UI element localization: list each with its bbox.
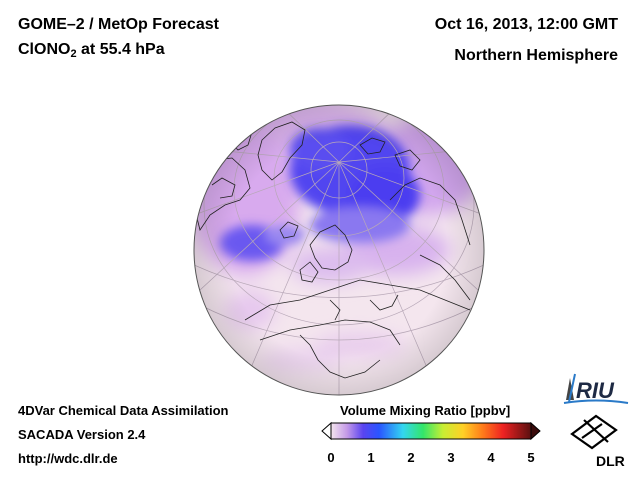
colorbar-tick-label: 2 — [407, 450, 415, 465]
colorbar-tick-label: 4 — [487, 450, 495, 465]
species-name: ClONO — [18, 41, 71, 58]
footer-url: http://wdc.dlr.de — [18, 451, 118, 466]
colorbar-gradient — [330, 422, 532, 440]
footer-assimilation: 4DVar Chemical Data Assimilation — [18, 403, 229, 418]
colorbar-tick-label: 3 — [447, 450, 455, 465]
colorbar-title: Volume Mixing Ratio [ppbv] — [340, 403, 511, 418]
map-title: GOME–2 / MetOp Forecast — [18, 16, 219, 33]
riu-logo: RIU — [563, 373, 629, 404]
species-label: ClONO2 at 55.4 hPa — [18, 41, 165, 60]
species-subscript: 2 — [70, 48, 77, 60]
pressure-level: at 55.4 hPa — [76, 41, 165, 58]
colorbar-tick-label: 0 — [327, 450, 335, 465]
colorbar-max-arrow — [530, 421, 541, 441]
hemisphere-label: Northern Hemisphere — [454, 47, 618, 64]
globe-outline — [193, 104, 485, 396]
globe-surface — [194, 105, 484, 395]
colorbar — [321, 421, 541, 441]
colorbar-tick-label: 1 — [367, 450, 375, 465]
footer-version: SACADA Version 2.4 — [18, 427, 146, 442]
forecast-date: Oct 16, 2013, 12:00 GMT — [434, 16, 618, 33]
riu-logo-text: RIU — [576, 378, 615, 403]
colorbar-tick-label: 5 — [527, 450, 535, 465]
colorbar-min-arrow — [321, 421, 332, 441]
dlr-logo: DLR — [570, 414, 625, 469]
dlr-logo-text: DLR — [596, 453, 625, 469]
